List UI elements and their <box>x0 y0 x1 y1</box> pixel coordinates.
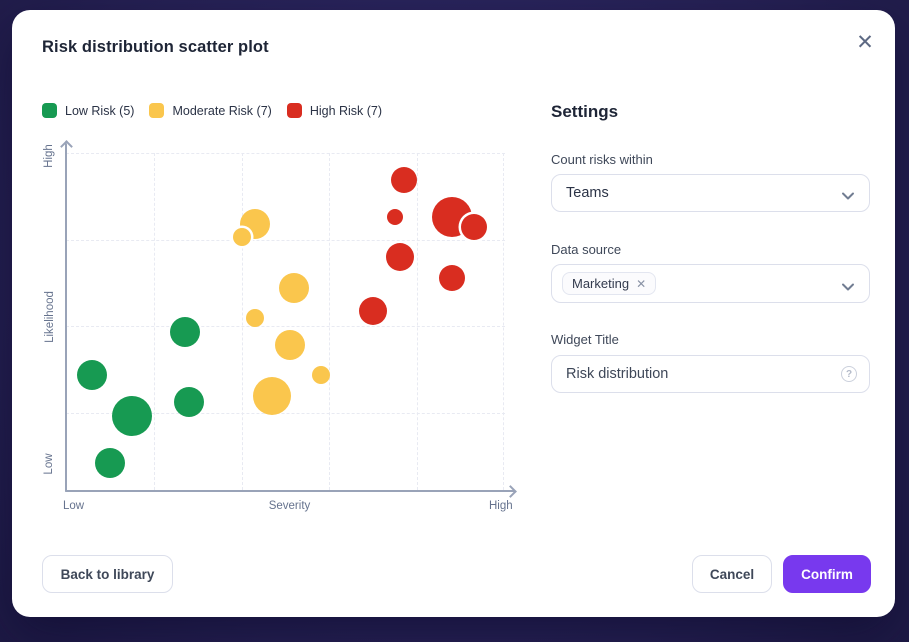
bubble-moderate-risk <box>279 272 310 303</box>
bubble-moderate-risk <box>232 228 251 247</box>
bubble-high-risk <box>461 214 488 241</box>
bubble-high-risk <box>439 264 466 291</box>
legend-swatch <box>42 103 57 118</box>
cancel-button[interactable]: Cancel <box>692 555 772 593</box>
confirm-button[interactable]: Confirm <box>783 555 871 593</box>
page-title: Risk distribution scatter plot <box>42 38 269 56</box>
close-button[interactable]: ✕ <box>851 28 879 56</box>
chevron-down-icon <box>841 188 855 206</box>
legend-item-high-risk: High Risk (7) <box>286 103 383 118</box>
count-risks-within-select[interactable]: Teams <box>551 174 870 212</box>
legend-item-label: Low Risk (5) <box>65 103 135 118</box>
y-axis-tick-high: High <box>43 144 55 168</box>
y-axis-label: Likelihood <box>44 291 56 343</box>
bubble-moderate-risk <box>245 309 264 328</box>
legend-swatch <box>149 103 165 118</box>
selected-value: Teams <box>566 185 609 201</box>
chart-legend: Low Risk (5) Moderate Risk (7) High Risk… <box>42 103 382 118</box>
gridline <box>329 153 330 490</box>
data-source-select[interactable]: Marketing ✕ <box>551 264 870 303</box>
x-axis-line <box>65 490 515 492</box>
bubble-moderate-risk <box>253 376 292 415</box>
bubble-low-risk <box>77 360 108 391</box>
widget-title-input[interactable] <box>551 355 870 393</box>
bubble-moderate-risk <box>311 366 330 385</box>
gridline <box>242 153 243 490</box>
bubble-low-risk <box>111 395 152 436</box>
close-icon: ✕ <box>856 29 874 54</box>
bubble-high-risk <box>359 297 388 326</box>
legend-item-label: High Risk (7) <box>309 103 383 118</box>
bubble-low-risk <box>94 448 125 479</box>
cancel-label: Cancel <box>709 566 755 582</box>
gridline <box>154 153 155 490</box>
legend-item-label: Moderate Risk (7) <box>172 103 272 118</box>
y-axis-tick-low: Low <box>43 453 55 475</box>
x-axis-label: Severity <box>268 500 311 512</box>
confirm-label: Confirm <box>801 566 853 582</box>
count-risks-within-label: Count risks within <box>551 152 653 167</box>
help-glyph: ? <box>845 368 853 380</box>
bubble-high-risk <box>385 243 414 272</box>
widget-title-field-wrap: ? <box>551 355 870 393</box>
gridline <box>66 153 505 154</box>
widget-settings-modal: Risk distribution scatter plot ✕ Low Ris… <box>12 10 895 617</box>
tag-label: Marketing <box>572 276 630 291</box>
help-icon[interactable]: ? <box>841 366 857 382</box>
data-source-label: Data source <box>551 242 622 257</box>
x-axis-tick-high: High <box>489 500 513 512</box>
bubble-high-risk <box>391 166 418 193</box>
bubble-moderate-risk <box>274 330 305 361</box>
settings-heading: Settings <box>551 102 619 121</box>
x-axis-arrow-icon <box>504 484 517 498</box>
bubble-low-risk <box>173 387 204 418</box>
gridline <box>417 153 418 490</box>
bubble-low-risk <box>169 316 200 347</box>
y-axis-line <box>65 143 67 492</box>
chevron-down-icon <box>841 279 855 297</box>
x-axis-tick-low: Low <box>63 500 85 512</box>
gridline <box>503 153 504 490</box>
bubble-high-risk <box>387 209 404 226</box>
remove-tag-icon[interactable]: ✕ <box>636 276 647 291</box>
back-to-library-label: Back to library <box>60 566 155 582</box>
gridline <box>66 413 505 414</box>
plot-area <box>66 153 505 490</box>
legend-item-low-risk: Low Risk (5) <box>42 103 134 118</box>
data-source-tag-marketing: Marketing ✕ <box>562 272 657 295</box>
back-to-library-button[interactable]: Back to library <box>42 555 173 593</box>
widget-title-label: Widget Title <box>551 332 619 347</box>
gridline <box>66 326 505 327</box>
legend-item-moderate-risk: Moderate Risk (7) <box>149 103 272 118</box>
y-axis-arrow-icon <box>59 140 73 153</box>
gridline <box>66 240 505 241</box>
legend-swatch <box>286 103 302 118</box>
